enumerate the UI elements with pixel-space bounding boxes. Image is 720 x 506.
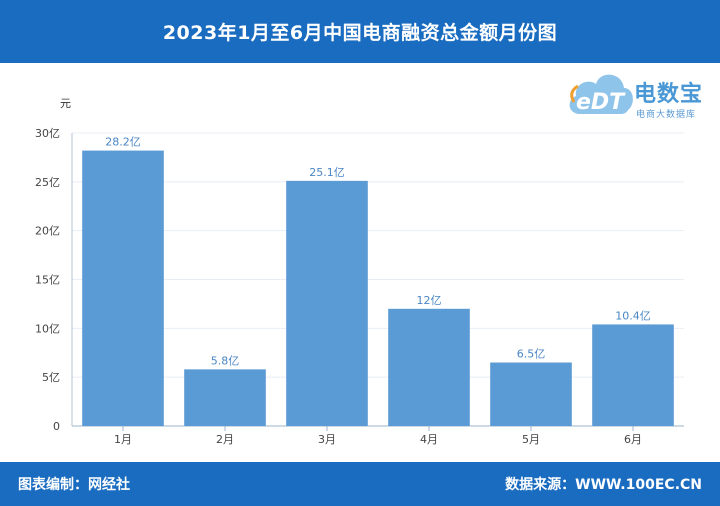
y-axis-unit: 元 [60,97,71,110]
bar-value-label: 5.8亿 [211,354,240,367]
y-tick-label: 30亿 [35,127,60,140]
bar-value-label: 12亿 [417,294,442,307]
y-tick-label: 10亿 [35,322,60,335]
footer-source: 数据来源：WWW.100EC.CN [505,477,702,493]
bar-value-label: 6.5亿 [517,348,546,361]
logo: eDT 电数宝 电商大数据库 [566,64,716,124]
bar-value-label: 10.4亿 [615,309,651,322]
x-tick-label: 1月 [114,433,132,446]
bar-value-label: 25.1亿 [309,166,345,179]
logo-subtitle: 电商大数据库 [636,110,697,120]
bar [184,369,266,426]
bar [286,180,368,426]
bar-chart: 元 0 5亿 10亿 15亿 20亿 25亿 30亿 28.2亿 1月 5.8亿 2月 25.1亿 3月 1… [35,97,684,446]
x-tick-label: 4月 [420,433,438,446]
bar [388,308,470,426]
logo-name: 电数宝 [634,82,704,107]
cloud-logo-icon [569,74,633,114]
bar-value-label: 28.2亿 [105,136,141,149]
x-tick-label: 5月 [522,433,540,446]
y-tick-label: 20亿 [35,225,60,238]
y-tick-label: 25亿 [35,176,60,189]
y-tick-label: 5亿 [42,371,60,384]
bar [82,150,164,426]
header-bar: 2023年1月至6月中国电商融资总金额月份图 [0,0,720,63]
logo-icon-text: eDT [576,90,625,115]
x-tick-label: 2月 [216,433,234,446]
bar [592,324,674,426]
y-tick-label: 0 [53,420,60,433]
footer-credit: 图表编制：网经社 [18,477,130,493]
page-title: 2023年1月至6月中国电商融资总金额月份图 [162,22,558,44]
bar [490,362,572,426]
footer-bar: 图表编制：网经社 数据来源：WWW.100EC.CN [0,462,720,506]
x-tick-label: 3月 [318,433,336,446]
x-tick-label: 6月 [624,433,642,446]
y-tick-label: 15亿 [35,274,60,287]
